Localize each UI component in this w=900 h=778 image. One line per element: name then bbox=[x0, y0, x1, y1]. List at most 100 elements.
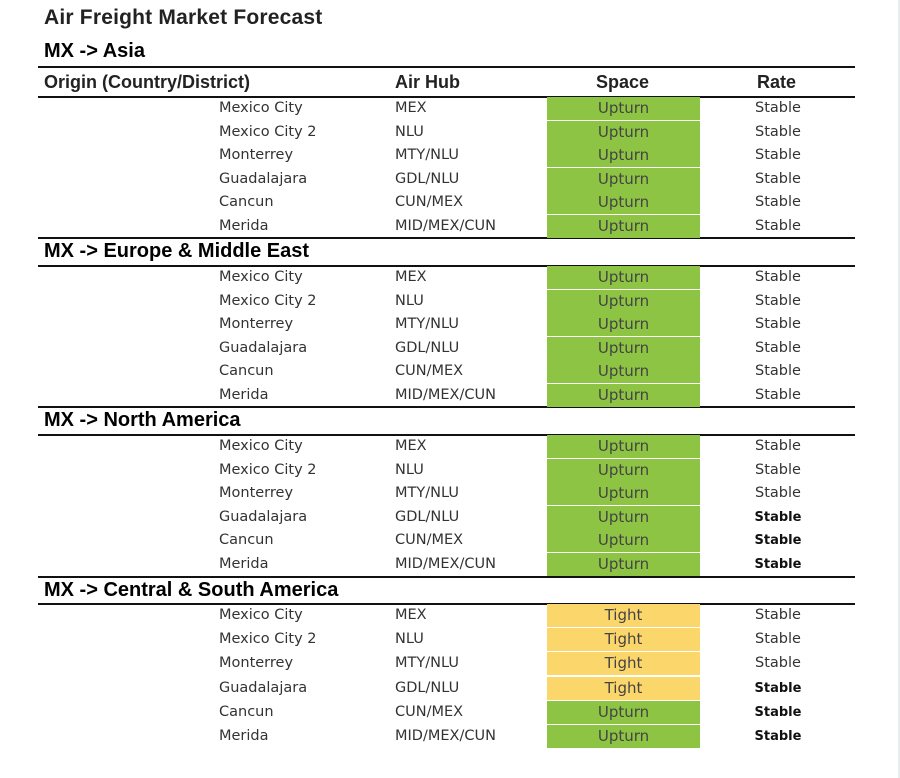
space-status-cell: Upturn bbox=[547, 167, 700, 191]
origin-cell: Guadalajara bbox=[219, 170, 308, 187]
rate-cell: Stable bbox=[755, 217, 801, 234]
rate-cell: Stable bbox=[755, 147, 801, 163]
origin-cell: Mexico City 2 bbox=[219, 292, 317, 309]
space-status-cell: Tight bbox=[547, 676, 700, 700]
space-status-cell: Upturn bbox=[547, 97, 700, 120]
table-row: Cancun CUN/MEX Upturn Stable bbox=[38, 529, 855, 552]
table-row: Mexico City 2 NLU Upturn Stable bbox=[38, 289, 855, 313]
table-row: Monterrey MTY/NLU Upturn Stable bbox=[38, 482, 855, 505]
space-status-cell: Upturn bbox=[547, 482, 700, 505]
rate-cell: Stable bbox=[754, 509, 802, 525]
origin-cell: Monterrey bbox=[219, 655, 294, 672]
rate-cell: Stable bbox=[755, 461, 801, 478]
air-hub-cell: NLU bbox=[395, 123, 424, 140]
table-row: Mexico City MEX Tight Stable bbox=[38, 604, 855, 627]
origin-cell: Mexico City bbox=[219, 438, 303, 454]
air-hub-cell: MTY/NLU bbox=[395, 316, 459, 332]
air-hub-cell: MID/MEX/CUN bbox=[395, 386, 496, 403]
rate-cell: Stable bbox=[755, 194, 801, 210]
air-hub-cell: MID/MEX/CUN bbox=[395, 728, 496, 744]
space-status-cell: Upturn bbox=[547, 383, 700, 407]
space-status-cell: Upturn bbox=[547, 191, 700, 214]
origin-cell: Merida bbox=[219, 386, 269, 403]
space-status-cell: Upturn bbox=[547, 700, 700, 724]
table-row: Mexico City MEX Upturn Stable bbox=[38, 435, 855, 458]
air-hub-cell: GDL/NLU bbox=[395, 508, 460, 525]
space-status-cell: Upturn bbox=[547, 289, 700, 313]
table-row: Monterrey MTY/NLU Upturn Stable bbox=[38, 313, 855, 336]
table-row: Guadalajara GDL/NLU Tight Stable bbox=[38, 676, 855, 700]
air-hub-cell: GDL/NLU bbox=[395, 339, 460, 356]
rate-cell: Stable bbox=[755, 269, 801, 285]
origin-cell: Guadalajara bbox=[219, 679, 308, 696]
space-status-cell: Upturn bbox=[547, 266, 700, 289]
space-status-cell: Upturn bbox=[547, 529, 700, 552]
air-hub-cell: MTY/NLU bbox=[395, 485, 459, 501]
rate-cell: Stable bbox=[755, 292, 801, 309]
sheet bbox=[30, 0, 898, 778]
air-hub-cell: CUN/MEX bbox=[395, 703, 464, 720]
air-hub-cell: MTY/NLU bbox=[395, 147, 459, 163]
space-status-cell: Tight bbox=[547, 652, 700, 676]
table-row: Mexico City 2 NLU Upturn Stable bbox=[38, 120, 855, 144]
space-status-cell: Upturn bbox=[547, 120, 700, 144]
table-row: Monterrey MTY/NLU Upturn Stable bbox=[38, 144, 855, 167]
table-row: Mexico City 2 NLU Tight Stable bbox=[38, 628, 855, 652]
origin-cell: Cancun bbox=[219, 532, 274, 548]
table-row: Monterrey MTY/NLU Tight Stable bbox=[38, 652, 855, 676]
origin-cell: Monterrey bbox=[219, 485, 294, 501]
space-status-cell: Upturn bbox=[547, 505, 700, 529]
col-header-air-hub: Air Hub bbox=[395, 72, 460, 92]
origin-cell: Mexico City 2 bbox=[219, 123, 317, 140]
origin-cell: Monterrey bbox=[219, 316, 294, 332]
section-top-rule bbox=[38, 603, 855, 605]
air-hub-cell: MID/MEX/CUN bbox=[395, 555, 496, 572]
section-bottom-rule bbox=[38, 406, 855, 408]
origin-cell: Guadalajara bbox=[219, 339, 308, 356]
origin-cell: Merida bbox=[219, 728, 269, 744]
air-hub-cell: NLU bbox=[395, 292, 424, 309]
section-bottom-rule bbox=[38, 237, 855, 239]
origin-cell: Mexico City bbox=[219, 269, 303, 285]
rate-cell: Stable bbox=[754, 704, 802, 720]
table-row: Mexico City 2 NLU Upturn Stable bbox=[38, 458, 855, 482]
rate-cell: Stable bbox=[755, 607, 801, 623]
table-row: Merida MID/MEX/CUN Upturn Stable bbox=[38, 725, 855, 748]
table-row: Merida MID/MEX/CUN Upturn Stable bbox=[38, 383, 855, 407]
rate-cell: Stable bbox=[755, 100, 801, 116]
origin-cell: Cancun bbox=[219, 194, 274, 210]
air-hub-cell: GDL/NLU bbox=[395, 170, 460, 187]
rate-cell: Stable bbox=[754, 556, 802, 572]
air-hub-cell: MID/MEX/CUN bbox=[395, 217, 496, 234]
rate-cell: Stable bbox=[754, 680, 802, 696]
rate-cell: Stable bbox=[755, 485, 801, 501]
space-status-cell: Upturn bbox=[547, 725, 700, 748]
rate-cell: Stable bbox=[755, 123, 801, 140]
section-top-rule bbox=[38, 434, 855, 436]
space-status-cell: Tight bbox=[547, 604, 700, 627]
air-hub-cell: MTY/NLU bbox=[395, 655, 459, 672]
col-header-rate: Rate bbox=[757, 72, 797, 92]
air-hub-cell: NLU bbox=[395, 461, 424, 478]
table-row: Guadalajara GDL/NLU Upturn Stable bbox=[38, 336, 855, 360]
table-row: Mexico City MEX Upturn Stable bbox=[38, 97, 855, 120]
origin-cell: Cancun bbox=[219, 363, 274, 379]
table-row: Guadalajara GDL/NLU Upturn Stable bbox=[38, 505, 855, 529]
origin-cell: Merida bbox=[219, 217, 269, 234]
rate-cell: Stable bbox=[755, 363, 801, 379]
air-hub-cell: CUN/MEX bbox=[395, 532, 464, 548]
rate-cell: Stable bbox=[754, 729, 802, 744]
air-hub-cell: CUN/MEX bbox=[395, 363, 464, 379]
table-row: Cancun CUN/MEX Upturn Stable bbox=[38, 700, 855, 724]
air-hub-cell: MEX bbox=[395, 269, 427, 285]
space-status-cell: Upturn bbox=[547, 313, 700, 336]
space-status-cell: Upturn bbox=[547, 144, 700, 167]
air-hub-cell: MEX bbox=[395, 438, 427, 454]
table-row: Merida MID/MEX/CUN Upturn Stable bbox=[38, 214, 855, 238]
space-status-cell: Upturn bbox=[547, 336, 700, 360]
air-hub-cell: MEX bbox=[395, 100, 427, 116]
air-hub-cell: CUN/MEX bbox=[395, 194, 464, 210]
table-row: Merida MID/MEX/CUN Upturn Stable bbox=[38, 552, 855, 576]
section-top-rule bbox=[38, 66, 855, 68]
rate-cell: Stable bbox=[755, 438, 801, 454]
